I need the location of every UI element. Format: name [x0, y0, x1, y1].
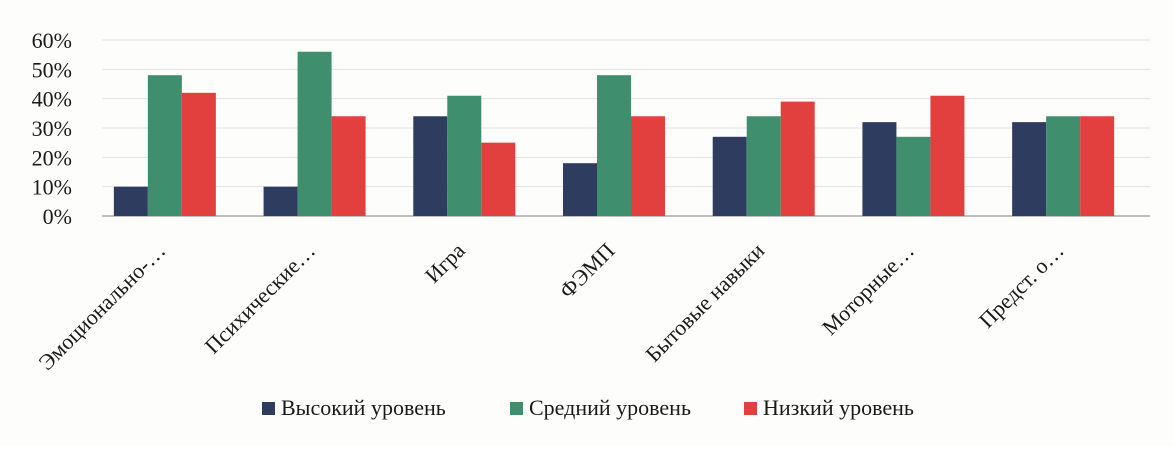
bar — [1012, 122, 1047, 216]
bar — [780, 101, 815, 216]
legend: Высокий уровень Средний уровень Низкий уро… — [262, 395, 914, 420]
x-category-label: Игра — [420, 238, 470, 288]
bar — [447, 95, 482, 216]
bars — [113, 51, 1115, 216]
y-tick-label: 10% — [32, 175, 72, 200]
bar — [1080, 116, 1115, 216]
legend-swatch — [262, 402, 275, 415]
x-category-label: Моторные… — [817, 238, 919, 340]
legend-item: Высокий уровень — [262, 395, 446, 420]
bar — [113, 186, 148, 216]
legend-item: Средний уровень — [510, 395, 691, 420]
y-tick-label: 30% — [32, 116, 72, 141]
bar — [563, 163, 597, 216]
y-tick-label: 50% — [32, 57, 72, 82]
legend-swatch — [744, 402, 757, 415]
legend-label: Высокий уровень — [281, 395, 446, 420]
bar — [263, 186, 298, 216]
bar — [746, 116, 781, 216]
y-tick-label: 0% — [43, 204, 72, 229]
x-category-label: ФЭМП — [554, 238, 619, 303]
bar — [930, 95, 965, 216]
legend-item: Низкий уровень — [744, 395, 914, 420]
y-tick-label: 40% — [32, 87, 72, 112]
y-tick-label: 20% — [32, 145, 72, 170]
bar — [297, 51, 332, 216]
bar — [181, 92, 216, 216]
legend-label: Средний уровень — [529, 395, 691, 420]
bar — [331, 116, 366, 216]
bar — [1046, 116, 1081, 216]
y-axis-tick-labels: 0% 10% 20% 30% 40% 50% 60% — [32, 28, 72, 229]
x-category-label: Бытовые навыки — [640, 238, 769, 367]
bar — [413, 116, 448, 216]
x-category-label: Психические… — [199, 238, 320, 359]
legend-label: Низкий уровень — [763, 395, 914, 420]
bar — [481, 142, 516, 216]
legend-swatch — [510, 402, 523, 415]
x-axis-category-labels: Эмоционально-… Психические… Игра ФЭМП Бытовы… — [33, 238, 1068, 375]
bar — [147, 75, 182, 216]
y-tick-label: 60% — [32, 28, 72, 53]
bar — [631, 116, 665, 216]
bar — [896, 136, 931, 216]
x-category-label: Предст. о… — [974, 238, 1069, 333]
bar — [862, 122, 897, 216]
bar — [712, 136, 747, 216]
bar — [597, 75, 631, 216]
x-category-label: Эмоционально-… — [33, 238, 170, 375]
